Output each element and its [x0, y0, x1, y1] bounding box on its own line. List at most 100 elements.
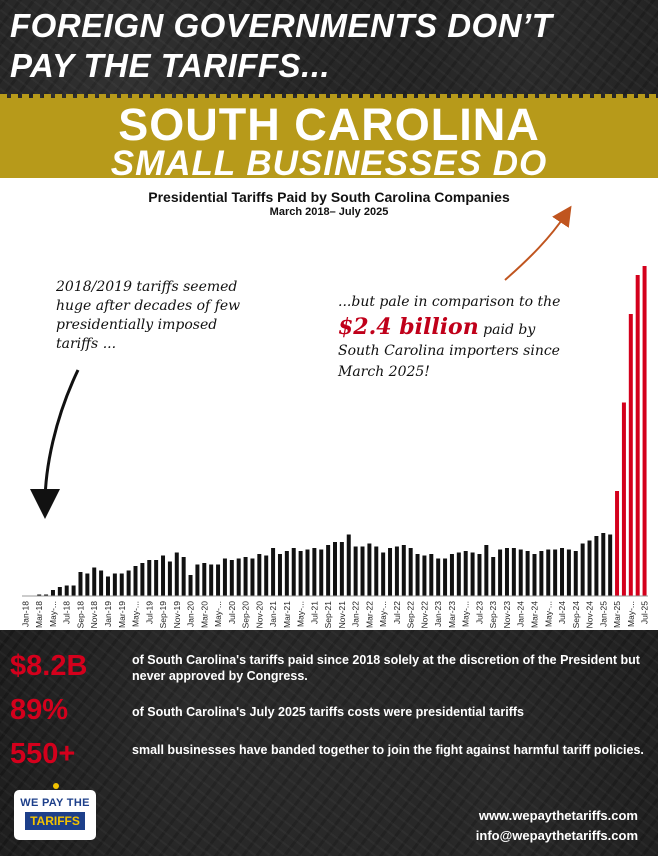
tick-label: Jan-20 — [186, 601, 196, 627]
bar-apr-22 — [374, 546, 379, 596]
bar-jul-25 — [642, 266, 647, 596]
tick-label: Sep-21 — [323, 601, 333, 629]
tick-label: May-... — [626, 601, 636, 627]
bar-dec-23 — [511, 548, 516, 596]
bar-mar-23 — [449, 554, 454, 596]
left-annotation-line-3: presidentially imposed — [56, 317, 218, 333]
bar-apr-24 — [539, 551, 544, 596]
left-annotation: 2018/2019 tariffs seemed huge after deca… — [56, 278, 296, 354]
tick-label: Nov-24 — [585, 601, 595, 629]
bar-mar-19 — [119, 573, 124, 596]
tick-label: Jan-22 — [351, 601, 361, 627]
bar-jul-20 — [229, 560, 234, 596]
bar-feb-21 — [277, 554, 282, 596]
bar-sep-21 — [326, 545, 331, 596]
bar-mar-25 — [615, 491, 620, 596]
bar-may-21 — [298, 551, 303, 596]
bar-sep-22 — [408, 548, 413, 596]
tick-label: Mar-22 — [364, 601, 374, 628]
bar-jan-21 — [271, 548, 276, 596]
tick-label: Jan-25 — [598, 601, 608, 627]
stat-value: 89% — [10, 694, 69, 726]
right-annotation-line-1: ...but pale in comparison to the — [338, 294, 561, 310]
bar-may-23 — [463, 551, 468, 596]
bar-aug-19 — [154, 560, 159, 596]
tick-label: Jan-18 — [20, 601, 30, 627]
bar-oct-21 — [333, 542, 337, 596]
bar-oct-20 — [250, 558, 255, 596]
website-link[interactable]: www.wepaythetariffs.com — [478, 808, 638, 823]
tick-label: Jul-19 — [144, 601, 154, 624]
logo-line-2: TARIFFS — [25, 812, 85, 830]
bar-jul-24 — [560, 548, 565, 596]
state-title: SOUTH CAROLINA — [118, 99, 540, 150]
bar-jun-24 — [553, 549, 558, 596]
tick-label: Nov-18 — [89, 601, 99, 629]
email-link[interactable]: info@wepaythetariffs.com — [475, 828, 638, 843]
bar-may-20 — [216, 564, 221, 596]
tick-label: May-... — [213, 601, 223, 627]
stat-value: $8.2B — [10, 650, 88, 682]
bar-feb-25 — [608, 534, 613, 596]
tick-label: Sep-23 — [488, 601, 498, 629]
bar-mar-20 — [202, 563, 207, 596]
tick-label: Sep-24 — [571, 601, 581, 629]
bar-aug-21 — [319, 549, 324, 596]
bar-sep-23 — [491, 557, 496, 596]
bar-mar-22 — [367, 543, 372, 596]
tick-label: Jul-23 — [474, 601, 484, 624]
bar-may-25 — [628, 314, 633, 596]
bar-may-24 — [546, 549, 551, 596]
tick-label: Jul-20 — [227, 601, 237, 624]
state-subtitle: SMALL BUSINESSES DO — [110, 144, 548, 183]
bar-apr-21 — [291, 548, 296, 596]
bar-apr-19 — [126, 570, 131, 596]
tick-label: Nov-19 — [172, 601, 182, 629]
we-pay-the-tariffs-logo[interactable]: WE PAY THE TARIFFS — [14, 783, 96, 840]
tick-label: Nov-22 — [419, 601, 429, 629]
contact-info: www.wepaythetariffs.com info@wepaythetar… — [476, 806, 638, 846]
bar-jul-22 — [394, 546, 399, 596]
bar-dec-18 — [99, 570, 104, 596]
bar-jul-19 — [147, 560, 152, 596]
bar-jun-20 — [222, 558, 227, 596]
headline: FOREIGN GOVERNMENTS DON’T PAY THE TARIFF… — [10, 6, 552, 86]
bar-dec-19 — [181, 557, 186, 596]
bar-dec-22 — [429, 554, 434, 596]
tick-label: Mar-18 — [34, 601, 44, 628]
tick-label: Jan-21 — [268, 601, 278, 627]
bar-jan-22 — [353, 546, 358, 596]
stats-panel: $8.2B of South Carolina's tariffs paid s… — [0, 650, 658, 784]
stat-value: 550+ — [10, 738, 76, 770]
gold-banner — [0, 94, 658, 183]
tick-label: Jul-18 — [62, 601, 72, 624]
bar-aug-18 — [71, 585, 76, 596]
logo-hanger-icon — [53, 783, 59, 789]
bar-sep-20 — [243, 557, 248, 596]
bar-jul-23 — [477, 554, 482, 596]
left-annotation-line-4: tariffs ... — [56, 336, 117, 352]
bar-apr-18 — [44, 594, 49, 596]
bar-oct-22 — [415, 554, 420, 596]
left-annotation-line-1: 2018/2019 tariffs seemed — [56, 279, 238, 295]
bar-may-22 — [381, 552, 386, 596]
bar-jan-23 — [436, 558, 441, 596]
right-annotation: ...but pale in comparison to the $2.4 bi… — [338, 292, 638, 383]
bar-jan-25 — [601, 533, 606, 596]
bar-feb-23 — [443, 558, 448, 596]
tick-label: Sep-19 — [158, 601, 168, 629]
bar-feb-22 — [360, 546, 365, 596]
bar-jun-22 — [388, 548, 393, 596]
tick-label: Mar-20 — [199, 601, 209, 628]
logo-line-1: WE PAY THE — [20, 797, 90, 809]
tick-label: May-... — [48, 601, 58, 627]
bar-oct-23 — [498, 549, 503, 596]
tick-label: May-... — [378, 601, 388, 627]
bar-chart: Jan-18 Mar-18 May-... Jul-18 Sep-18 Nov-18 Jan… — [20, 205, 650, 629]
bar-jul-21 — [312, 548, 317, 596]
tick-label: May-... — [543, 601, 553, 627]
headline-line-2: PAY THE TARIFFS... — [10, 47, 331, 84]
tick-label: Mar-21 — [282, 601, 292, 628]
tick-label: Jul-21 — [309, 601, 319, 624]
bar-dec-20 — [264, 555, 269, 596]
